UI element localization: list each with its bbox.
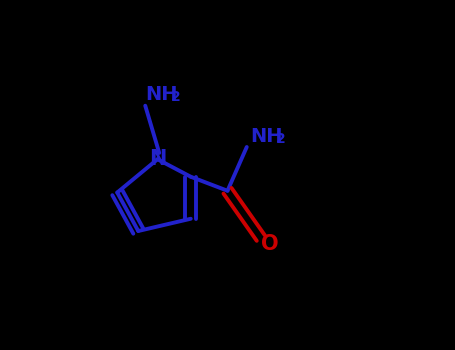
- Text: 2: 2: [171, 90, 180, 104]
- Text: O: O: [261, 234, 278, 254]
- Text: NH: NH: [250, 127, 283, 146]
- Text: NH: NH: [145, 85, 178, 104]
- Text: 2: 2: [275, 132, 285, 146]
- Text: N: N: [149, 149, 166, 169]
